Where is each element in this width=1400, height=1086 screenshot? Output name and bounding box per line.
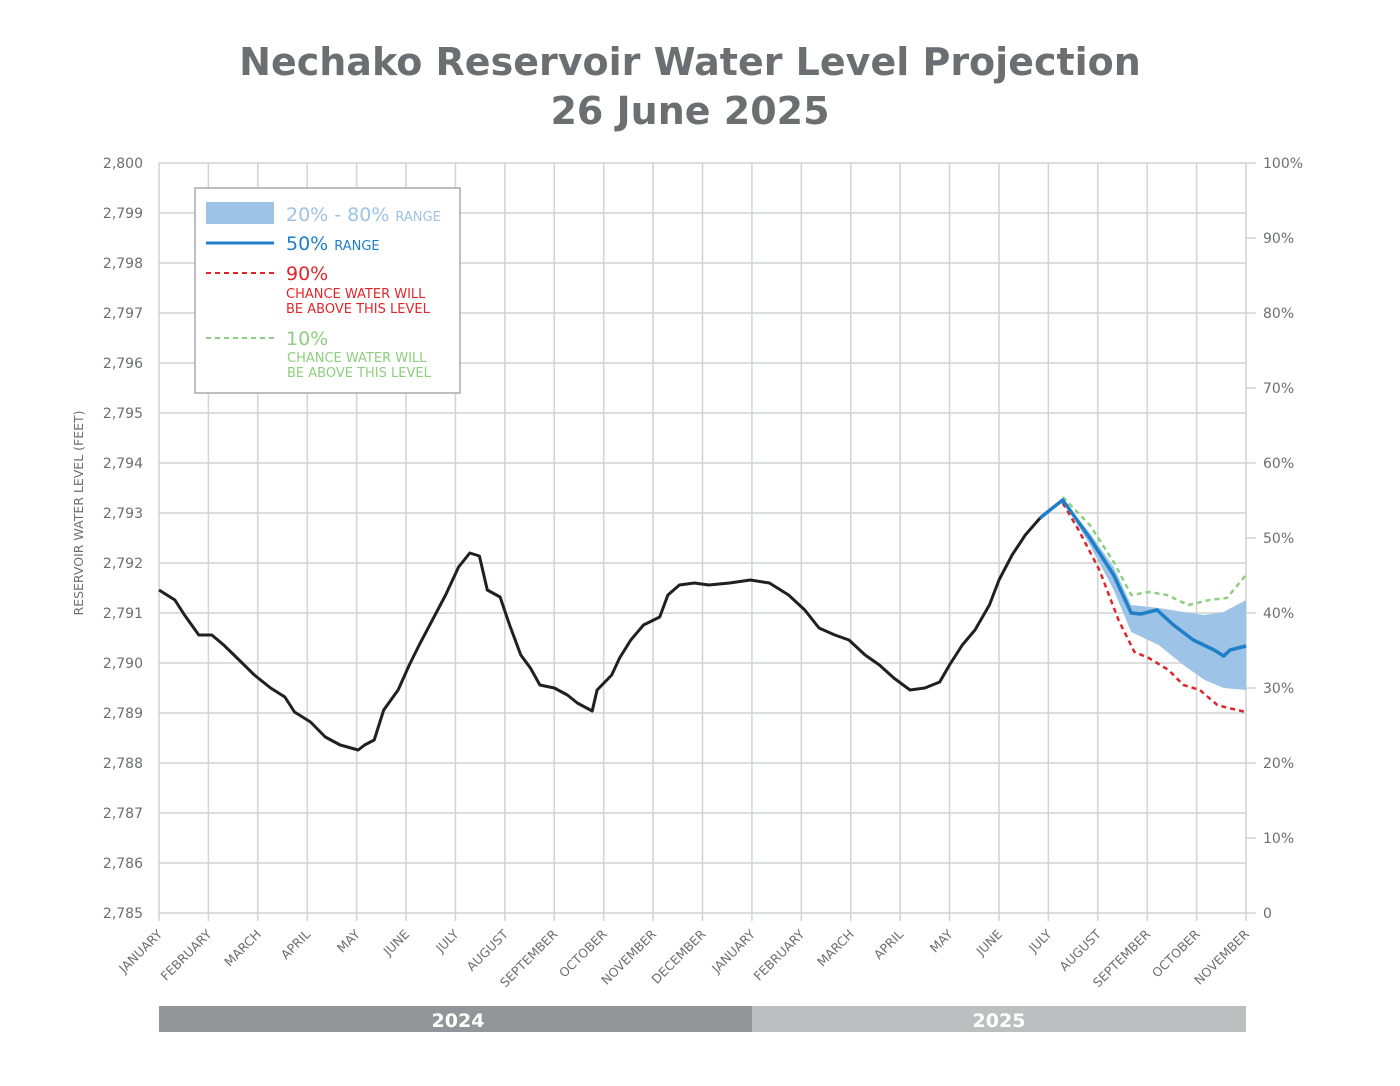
y2-tick-label: 90% xyxy=(1263,231,1294,247)
legend-p10-label: 10% xyxy=(286,328,328,350)
p10-line xyxy=(1061,496,1247,607)
y2-tick-label: 80% xyxy=(1263,306,1294,322)
legend: 20% - 80% RANGE 50% RANGE 90% CHANCE WATER… xyxy=(194,187,461,394)
legend-swatch-band xyxy=(206,202,274,224)
y-tick-label: 2,791 xyxy=(103,606,143,622)
legend-median-label: 50% RANGE xyxy=(286,233,380,255)
year-bar-2024 xyxy=(159,1006,752,1032)
x-tick-label: MARCH xyxy=(814,927,857,970)
x-tick-label: MAY xyxy=(927,926,956,955)
y-tick-label: 2,795 xyxy=(103,406,143,422)
y2-tick-label: 40% xyxy=(1263,606,1294,622)
y-tick-label: 2,785 xyxy=(103,906,143,922)
y-tick-label: 2,800 xyxy=(103,156,143,172)
legend-p90-desc-2: BE ABOVE THIS LEVEL xyxy=(286,302,431,317)
x-tick-label: APRIL xyxy=(278,926,314,962)
y2-tick-label: 20% xyxy=(1263,756,1294,772)
x-tick-label: JUNE xyxy=(380,926,413,959)
x-tick-label: JULY xyxy=(1025,926,1055,956)
y-axis-label: RESERVOIR WATER LEVEL (FEET) xyxy=(71,410,86,615)
y-tick-label: 2,792 xyxy=(103,556,143,572)
chart-title: Nechako Reservoir Water Level Projection xyxy=(239,40,1141,84)
y2-tick-label: 0 xyxy=(1263,906,1272,922)
y2-tick-label: 100% xyxy=(1263,156,1303,172)
y-tick-label: 2,797 xyxy=(103,306,143,322)
x-tick-label: AUGUST xyxy=(464,926,512,974)
y2-tick-label: 50% xyxy=(1263,531,1294,547)
range-20-80-band xyxy=(1062,500,1246,690)
legend-p10-desc-2: BE ABOVE THIS LEVEL xyxy=(287,366,432,381)
y-tick-label: 2,793 xyxy=(103,506,143,522)
x-tick-label: JUNE xyxy=(972,926,1005,959)
y2-tick-label: 30% xyxy=(1263,681,1294,697)
y-tick-label: 2,796 xyxy=(103,356,143,372)
x-tick-label: MARCH xyxy=(221,927,264,970)
x-tick-label: JANUARY xyxy=(708,926,758,976)
year-label-2024: 2024 xyxy=(432,1010,485,1032)
y2-tick-label: 10% xyxy=(1263,831,1294,847)
median-line xyxy=(1039,498,1247,658)
y-tick-label: 2,794 xyxy=(103,456,143,472)
y2-tick-label: 60% xyxy=(1263,456,1294,472)
legend-p90-label: 90% xyxy=(286,263,328,285)
legend-band-label: 20% - 80% RANGE xyxy=(286,204,441,226)
y-tick-label: 2,798 xyxy=(103,256,143,272)
historical-line xyxy=(158,517,1042,752)
x-tick-label: DECEMBER xyxy=(648,926,708,986)
legend-box xyxy=(194,187,461,394)
legend-p10-desc-1: CHANCE WATER WILL xyxy=(287,351,427,366)
x-tick-label: JANUARY xyxy=(115,926,165,976)
y-tick-label: 2,789 xyxy=(103,706,143,722)
y-tick-label: 2,790 xyxy=(103,656,143,672)
year-label-2025: 2025 xyxy=(973,1010,1026,1032)
x-tick-label: AUGUST xyxy=(1056,926,1104,974)
y2-tick-label: 70% xyxy=(1263,381,1294,397)
x-tick-label: APRIL xyxy=(871,926,907,962)
series xyxy=(158,496,1247,752)
y-tick-label: 2,786 xyxy=(103,856,143,872)
legend-p90-desc-1: CHANCE WATER WILL xyxy=(286,287,426,302)
year-bar: 2024 2025 xyxy=(159,1006,1246,1032)
chart-subtitle: 26 June 2025 xyxy=(550,89,829,133)
x-tick-label: JULY xyxy=(432,926,462,956)
p90-line xyxy=(1061,502,1247,714)
x-tick-label: FEBRUARY xyxy=(750,926,807,983)
y-tick-label: 2,799 xyxy=(103,206,143,222)
y-tick-label: 2,788 xyxy=(103,756,143,772)
y-tick-label: 2,787 xyxy=(103,806,143,822)
year-bar-2025 xyxy=(752,1006,1246,1032)
x-tick-label: FEBRUARY xyxy=(158,926,215,983)
x-tick-label: MAY xyxy=(334,926,363,955)
